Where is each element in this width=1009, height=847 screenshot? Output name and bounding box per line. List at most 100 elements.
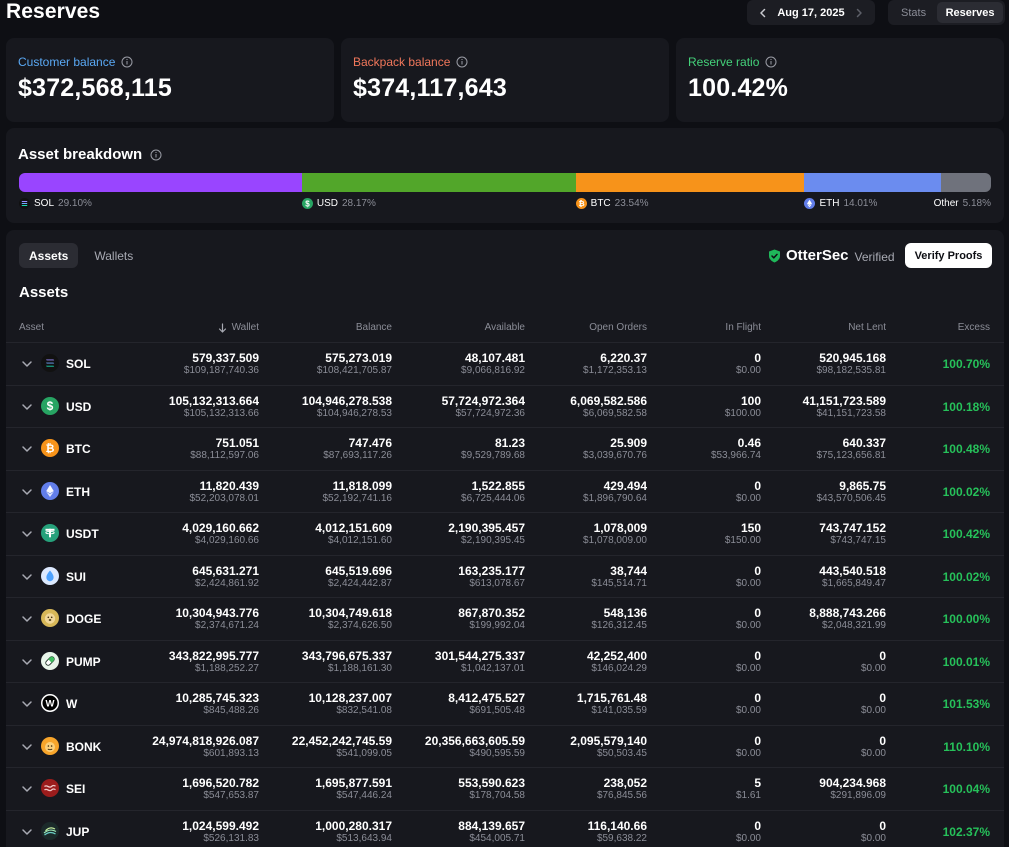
column-header-available[interactable]: Available	[484, 322, 525, 333]
in-flight-amount: 5	[754, 776, 761, 790]
table-row[interactable]: PUMP 343,822,995.777 $1,188,252.27 343,796,…	[6, 639, 1004, 683]
open-orders-usd-value: $146,024.29	[591, 662, 647, 674]
expand-row-button[interactable]	[20, 740, 34, 754]
in-flight-usd-value: $53,966.74	[710, 450, 761, 461]
column-header-excess[interactable]: Excess	[957, 322, 990, 333]
in-flight-amount: 0	[754, 818, 761, 833]
expand-row-button[interactable]	[20, 782, 34, 796]
table-row[interactable]: JUP 1,024,599.492 $526,131.83 1,000,280.317…	[6, 809, 1004, 847]
net-lent-amount: 9,865.75	[839, 478, 886, 493]
table-row[interactable]: ETH 11,820.439 $52,203,078.01 11,818.099 $52…	[6, 469, 1004, 513]
breakdown-segment-eth[interactable]	[804, 173, 941, 192]
info-icon[interactable]	[456, 56, 468, 68]
expand-row-button[interactable]	[20, 612, 34, 626]
table-row[interactable]: W W 10,285,745.323 $845,488.26 10,128,237.00…	[6, 682, 1004, 725]
available-usd-value: $613,078.67	[469, 577, 525, 589]
net-lent-amount: 443,540.518	[819, 563, 886, 578]
table-row[interactable]: SEI 1,696,520.782 $547,653.87 1,695,877.591…	[6, 767, 1004, 810]
date-label[interactable]: Aug 17, 2025	[777, 6, 845, 19]
cell-available: 867,870.352 $199,992.04	[458, 606, 525, 632]
excess-value: 101.53%	[942, 697, 990, 711]
cell-net-lent: 904,234.968 $291,896.09	[819, 776, 886, 802]
cell-in-flight: 0 $0.00	[736, 351, 761, 377]
info-icon[interactable]	[150, 149, 162, 161]
svg-text:$: $	[47, 399, 54, 413]
column-header-wallet[interactable]: Wallet	[218, 322, 259, 333]
tab-reserves[interactable]: Reserves	[937, 2, 1003, 23]
balance-amount: 22,452,242,745.59	[291, 733, 392, 748]
chevron-down-icon	[22, 361, 32, 367]
expand-row-button[interactable]	[20, 442, 34, 456]
breakdown-segment-btc[interactable]	[575, 173, 805, 192]
tab-stats[interactable]: Stats	[901, 6, 927, 19]
wallet-amount: 105,132,313.664	[168, 393, 259, 408]
cell-wallet: 105,132,313.664 $105,132,313.66	[169, 394, 259, 420]
column-header-in-flight[interactable]: In Flight	[725, 322, 761, 333]
open-orders-amount: 38,744	[610, 563, 647, 578]
cell-open-orders: 116,140.66 $59,638.22	[588, 819, 647, 845]
cell-wallet: 24,974,818,926.087 $601,893.13	[152, 734, 259, 760]
table-row[interactable]: DOGE 10,304,943.776 $2,374,671.24 10,304,74…	[6, 597, 1004, 640]
cell-balance: 343,796,675.337 $1,188,161.30	[302, 649, 392, 675]
in-flight-usd-value: $100.00	[724, 407, 761, 419]
open-orders-amount: 548,136	[603, 606, 647, 620]
info-icon[interactable]	[121, 56, 133, 68]
assets-section-title: Assets	[19, 284, 69, 301]
balance-usd-value: $2,374,626.50	[328, 620, 392, 631]
table-row[interactable]: ₿ BTC 751.051 $88,112,597.06 747.476 $87,693,…	[6, 427, 1004, 470]
open-orders-amount: 1,715,761.48	[576, 691, 647, 705]
sei-icon	[41, 779, 59, 797]
customer-balance-label: Customer balance	[18, 55, 116, 69]
next-date-button[interactable]	[851, 5, 867, 21]
expand-row-button[interactable]	[20, 485, 34, 499]
table-row[interactable]: SUI 645,631.271 $2,424,861.92 645,519.696 $2…	[6, 554, 1004, 598]
cell-open-orders: 38,744 $145,514.71	[591, 564, 647, 590]
balance-usd-value: $2,424,442.87	[328, 577, 392, 589]
cell-open-orders: 548,136 $126,312.45	[591, 606, 647, 632]
expand-row-button[interactable]	[20, 357, 34, 371]
open-orders-usd-value: $1,172,353.13	[583, 365, 647, 376]
open-orders-usd-value: $141,035.59	[591, 705, 647, 716]
in-flight-usd-value: $0.00	[735, 620, 761, 631]
balance-amount: 104,946,278.538	[301, 393, 392, 408]
expand-row-button[interactable]	[20, 825, 34, 839]
previous-date-button[interactable]	[755, 5, 771, 21]
asset-symbol: USDT	[66, 527, 99, 541]
breakdown-segment-sol[interactable]	[19, 173, 302, 192]
column-header-net-lent[interactable]: Net Lent	[848, 322, 886, 333]
info-icon[interactable]	[765, 56, 777, 68]
asset-breakdown-card: Asset breakdown SOL 29.10% $ USD 28.17% ₿ BTC 2…	[6, 128, 1004, 223]
expand-row-button[interactable]	[20, 400, 34, 414]
expand-row-button[interactable]	[20, 527, 34, 541]
expand-row-button[interactable]	[20, 655, 34, 669]
column-header-open-orders[interactable]: Open Orders	[589, 322, 647, 333]
cell-balance: 1,000,280.317 $513,643.94	[315, 819, 392, 845]
tab-assets[interactable]: Assets	[19, 243, 79, 268]
reserve-ratio-value: 100.42%	[688, 74, 789, 102]
excess-value: 100.04%	[942, 782, 990, 796]
table-row[interactable]: SOL 579,337.509 $109,187,740.36 575,273.019…	[6, 342, 1004, 385]
open-orders-amount: 25.909	[610, 436, 647, 450]
cell-balance: 10,128,237.007 $832,541.08	[309, 691, 392, 717]
tab-wallets[interactable]: Wallets	[94, 248, 134, 263]
in-flight-amount: 0	[754, 351, 761, 365]
breakdown-segment-other[interactable]	[940, 173, 991, 192]
balance-amount: 11,818.099	[332, 478, 392, 493]
cell-wallet: 11,820.439 $52,203,078.01	[189, 479, 259, 505]
table-row[interactable]: $ USD 105,132,313.664 $105,132,313.66 104,94…	[6, 384, 1004, 428]
in-flight-usd-value: $0.00	[735, 705, 761, 716]
excess-value: 100.42%	[942, 527, 990, 541]
legend-item-sol: SOL 29.10%	[19, 198, 92, 209]
sort-arrow-down-icon	[218, 322, 226, 333]
expand-row-button[interactable]	[20, 697, 34, 711]
breakdown-segment-usd[interactable]	[301, 173, 576, 192]
available-amount: 2,190,395.457	[448, 521, 525, 535]
column-header-balance[interactable]: Balance	[355, 322, 392, 333]
table-row[interactable]: USDT 4,029,160.662 $4,029,160.66 4,012,151.…	[6, 512, 1004, 555]
cell-open-orders: 42,252,400 $146,024.29	[587, 649, 647, 675]
cell-balance: 4,012,151.609 $4,012,151.60	[315, 521, 392, 547]
expand-row-button[interactable]	[20, 570, 34, 584]
cell-available: 81.23 $9,529,789.68	[461, 436, 525, 462]
verify-proofs-button[interactable]: Verify Proofs	[905, 243, 992, 268]
table-row[interactable]: BONK 24,974,818,926.087 $601,893.13 22,452,…	[6, 724, 1004, 768]
